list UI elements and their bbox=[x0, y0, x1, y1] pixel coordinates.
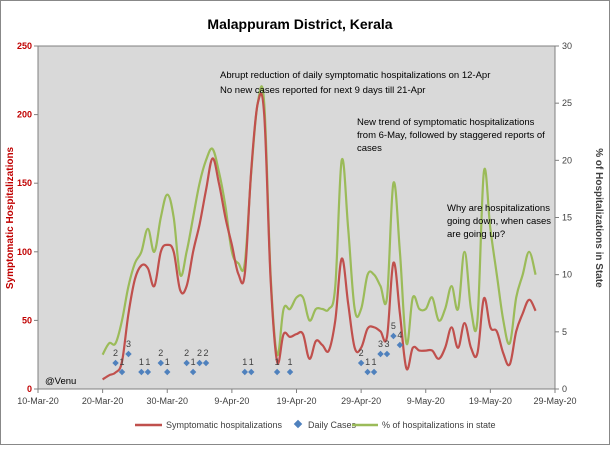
y-axis-left-title: Symptomatic Hospitalizations bbox=[5, 146, 16, 289]
series-layer bbox=[101, 85, 537, 381]
x-tick-label-3: 9-Apr-20 bbox=[214, 396, 249, 406]
daily-case-point-6 bbox=[164, 368, 171, 376]
daily-case-label-17: 1 bbox=[372, 357, 377, 367]
daily-case-point-13 bbox=[273, 368, 281, 376]
daily-case-point-7 bbox=[183, 359, 190, 367]
y-left-tick-label-2: 100 bbox=[17, 247, 32, 257]
daily-case-label-9: 2 bbox=[197, 348, 202, 358]
y-right-tick-label-5: 25 bbox=[562, 98, 572, 108]
y-right-tick-label-2: 10 bbox=[562, 270, 572, 280]
y-right-tick-label-0: 0 bbox=[562, 384, 567, 394]
legend-swatch-daily-cases bbox=[293, 419, 303, 429]
legend-label-pct-state: % of hospitalizations in state bbox=[382, 420, 496, 430]
daily-case-point-3 bbox=[138, 368, 145, 376]
y-right-tick-label-3: 15 bbox=[562, 213, 572, 223]
legend: Symptomatic hospitalizations Daily Cases… bbox=[135, 419, 496, 430]
daily-case-point-21 bbox=[396, 341, 404, 349]
annotation-line-2: No new cases reported for next 9 days ti… bbox=[220, 85, 425, 96]
daily-case-label-10: 2 bbox=[204, 348, 209, 358]
annotation-line-3: New trend of symptomatic hospitalization… bbox=[357, 117, 535, 128]
x-tick-label-4: 19-Apr-20 bbox=[276, 396, 316, 406]
y-right-tick-label-4: 20 bbox=[562, 155, 572, 165]
plot-area bbox=[37, 45, 556, 390]
daily-case-point-11 bbox=[241, 368, 248, 376]
x-tick-label-7: 19-May-20 bbox=[469, 396, 512, 406]
series-line-pct-state bbox=[101, 85, 537, 356]
daily-case-label-8: 1 bbox=[191, 357, 196, 367]
y-left-tick-label-0: 0 bbox=[27, 384, 32, 394]
daily-case-label-12: 1 bbox=[249, 357, 254, 367]
daily-case-point-2 bbox=[125, 350, 132, 358]
daily-case-point-1 bbox=[118, 368, 126, 376]
daily-case-label-11: 1 bbox=[242, 357, 247, 367]
daily-case-label-16: 1 bbox=[365, 357, 370, 367]
daily-case-point-14 bbox=[286, 368, 294, 376]
daily-case-label-6: 1 bbox=[165, 357, 170, 367]
y-left-tick-label-3: 150 bbox=[17, 178, 32, 188]
daily-case-point-15 bbox=[357, 359, 365, 367]
x-tick-label-0: 10-Mar-20 bbox=[17, 396, 59, 406]
legend-label-daily-cases: Daily Cases bbox=[308, 420, 357, 430]
daily-case-label-0: 2 bbox=[113, 348, 118, 358]
daily-case-point-5 bbox=[157, 359, 164, 367]
daily-case-label-18: 3 bbox=[378, 339, 383, 349]
daily-case-label-1: 1 bbox=[120, 357, 125, 367]
daily-case-point-0 bbox=[112, 359, 119, 367]
daily-case-label-14: 1 bbox=[288, 357, 293, 367]
series-line-hospitalizations bbox=[102, 92, 537, 381]
y-right-tick-label-1: 5 bbox=[562, 327, 567, 337]
daily-case-label-19: 3 bbox=[384, 339, 389, 349]
legend-label-hospitalizations: Symptomatic hospitalizations bbox=[166, 420, 283, 430]
daily-case-point-16 bbox=[364, 368, 371, 376]
daily-case-label-13: 1 bbox=[275, 357, 280, 367]
daily-case-label-5: 2 bbox=[158, 348, 163, 358]
x-tick-label-6: 9-May-20 bbox=[407, 396, 445, 406]
x-tick-label-8: 29-May-20 bbox=[533, 396, 576, 406]
annotation-line-6: Why are hospitalizations bbox=[447, 203, 550, 214]
y-right-tick-label-6: 30 bbox=[562, 41, 572, 51]
annotation-line-7: going down, when cases bbox=[447, 216, 551, 227]
daily-case-label-4: 1 bbox=[145, 357, 150, 367]
daily-case-label-20: 5 bbox=[391, 321, 396, 331]
daily-case-point-18 bbox=[377, 350, 384, 358]
daily-case-label-21: 4 bbox=[397, 330, 402, 340]
y-left-tick-label-1: 50 bbox=[22, 315, 32, 325]
annotation-line-1: Abrupt reduction of daily symptomatic ho… bbox=[220, 70, 490, 81]
daily-case-point-20 bbox=[390, 332, 397, 340]
daily-case-point-17 bbox=[370, 368, 378, 376]
daily-case-point-4 bbox=[144, 368, 152, 376]
daily-case-point-12 bbox=[248, 368, 255, 376]
daily-case-point-9 bbox=[196, 359, 203, 367]
x-tick-label-5: 29-Apr-20 bbox=[341, 396, 381, 406]
y-left-tick-label-4: 200 bbox=[17, 110, 32, 120]
annotation-line-5: cases bbox=[357, 143, 382, 154]
daily-case-label-7: 2 bbox=[184, 348, 189, 358]
y-axis-right-title: % of Hospitalizations in State bbox=[593, 148, 604, 288]
daily-case-label-2: 3 bbox=[126, 339, 131, 349]
x-tick-label-1: 20-Mar-20 bbox=[82, 396, 124, 406]
daily-case-label-15: 2 bbox=[359, 348, 364, 358]
daily-case-point-19 bbox=[383, 350, 391, 358]
daily-case-label-3: 1 bbox=[139, 357, 144, 367]
chart-title: Malappuram District, Kerala bbox=[207, 16, 392, 32]
y-left-tick-label-5: 250 bbox=[17, 41, 32, 51]
annotation-line-4: from 6-May, followed by staggered report… bbox=[357, 130, 545, 141]
daily-case-point-10 bbox=[202, 359, 210, 367]
annotation-line-8: are going up? bbox=[447, 229, 505, 240]
daily-case-point-8 bbox=[189, 368, 197, 376]
x-tick-label-2: 30-Mar-20 bbox=[146, 396, 188, 406]
watermark: @Venu bbox=[45, 376, 76, 387]
